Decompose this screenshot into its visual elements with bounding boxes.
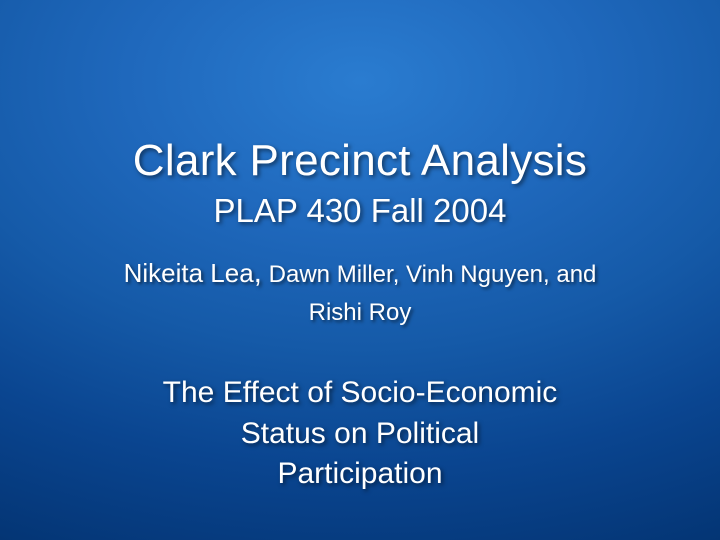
coauthors-line1: Dawn Miller, Vinh Nguyen, and (262, 261, 596, 288)
slide-subtitle: The Effect of Socio-Economic Status on P… (163, 373, 558, 495)
title-slide: Clark Precinct Analysis PLAP 430 Fall 20… (0, 0, 720, 540)
course-code: PLAP 430 Fall 2004 (214, 192, 507, 230)
coauthors-line2: Rishi Roy (309, 299, 412, 326)
subtitle-line1: The Effect of Socio-Economic (163, 376, 558, 409)
authors-block: Nikeita Lea, Dawn Miller, Vinh Nguyen, a… (124, 250, 597, 331)
comma-separator: , (254, 256, 262, 289)
subtitle-line2: Status on Political (241, 417, 479, 450)
subtitle-line3: Participation (277, 457, 442, 490)
slide-title: Clark Precinct Analysis (133, 138, 587, 184)
lead-author: Nikeita Lea (124, 258, 254, 288)
